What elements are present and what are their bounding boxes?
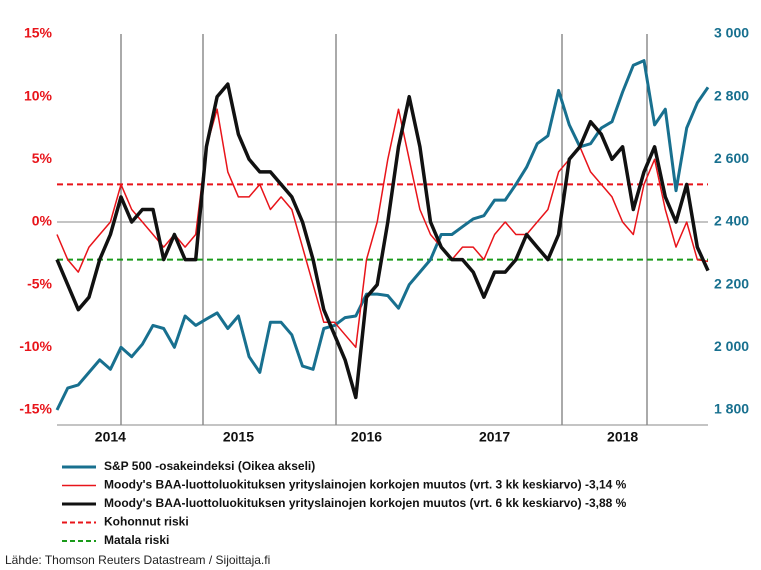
legend-label: Matala riski: [104, 533, 169, 547]
y2-tick-label: 2 400: [714, 213, 749, 229]
source: Lähde: Thomson Reuters Datastream / Sijo…: [5, 553, 270, 567]
series-line: [56, 108, 709, 349]
y2-tick-label: 3 000: [714, 25, 749, 41]
y-tick-label: -15%: [19, 401, 52, 417]
series-line: [55, 82, 710, 400]
y2-tick-label: 2 000: [714, 338, 749, 354]
y2-tick-label: 2 800: [714, 87, 749, 103]
y-tick-label: 15%: [24, 25, 53, 41]
y-tick-label: 10%: [24, 87, 53, 103]
legend-label: Kohonnut riski: [104, 515, 189, 529]
y2-tick-label: 2 600: [714, 150, 749, 166]
x-tick-label: 2018: [607, 429, 638, 445]
y2-tick-label: 1 800: [714, 401, 749, 417]
y-tick-label: 0%: [32, 213, 53, 229]
y2-tick-label: 2 200: [714, 275, 749, 291]
x-tick-label: 2014: [95, 429, 126, 445]
legend-label: S&P 500 -osakeindeksi (Oikea akseli): [104, 459, 315, 473]
legend-label: Moody's BAA-luottoluokituksen yrityslain…: [104, 478, 627, 492]
x-tick-label: 2016: [351, 429, 382, 445]
y-tick-label: -5%: [27, 275, 52, 291]
legend-label: Moody's BAA-luottoluokituksen yrityslain…: [104, 496, 627, 510]
x-tick-label: 2015: [223, 429, 254, 445]
y-tick-label: 5%: [32, 150, 53, 166]
y-tick-label: -10%: [19, 338, 52, 354]
x-tick-label: 2017: [479, 429, 510, 445]
